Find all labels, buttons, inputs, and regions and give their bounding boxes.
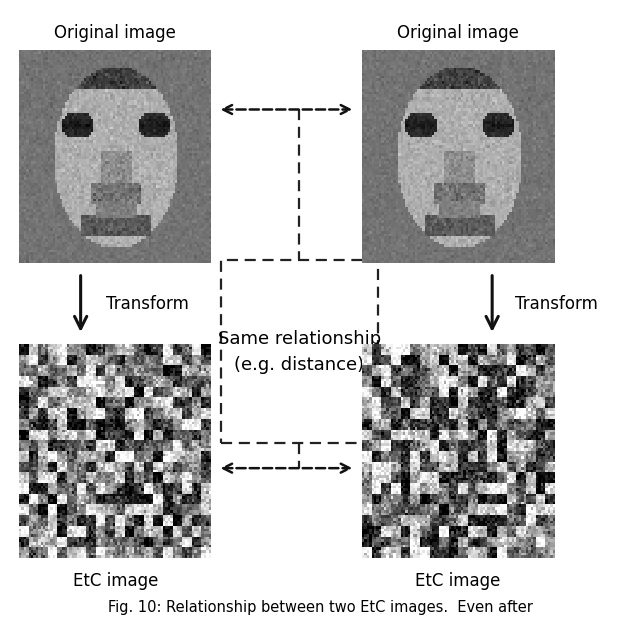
Text: Original image: Original image — [54, 24, 176, 42]
Text: Transform: Transform — [515, 294, 597, 313]
Text: Original image: Original image — [397, 24, 518, 42]
Text: EtC image: EtC image — [415, 572, 500, 590]
Text: Fig. 10: Relationship between two EtC images.  Even after: Fig. 10: Relationship between two EtC im… — [108, 600, 532, 615]
Text: Same relationship
(e.g. distance): Same relationship (e.g. distance) — [218, 330, 381, 374]
Text: EtC image: EtC image — [72, 572, 158, 590]
Text: Transform: Transform — [106, 294, 189, 313]
